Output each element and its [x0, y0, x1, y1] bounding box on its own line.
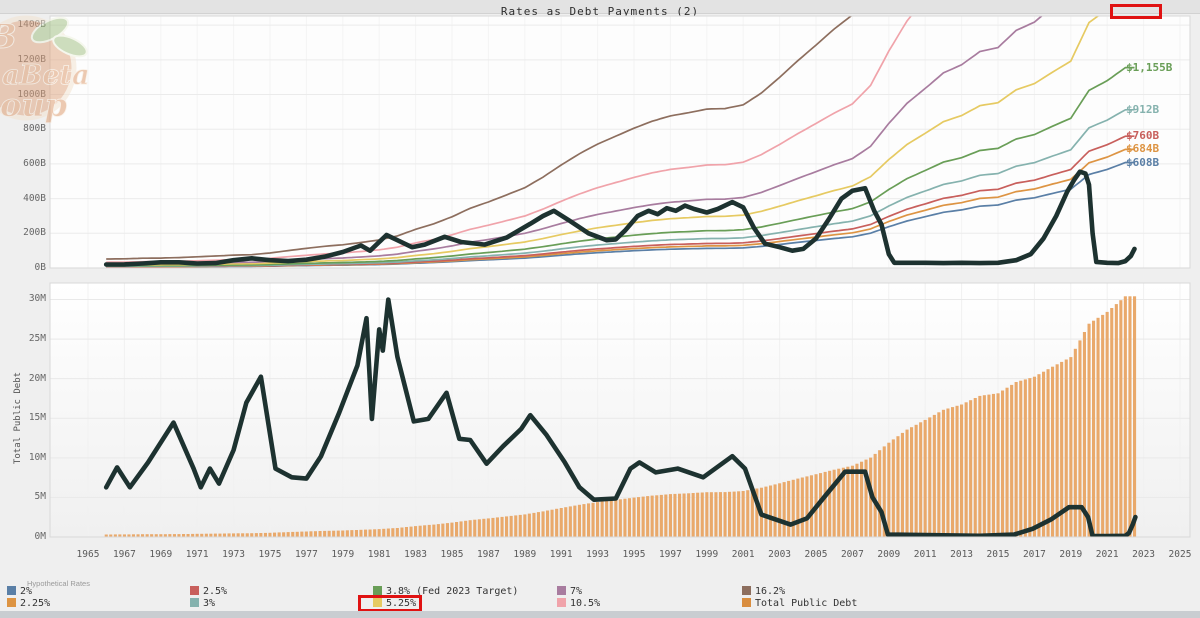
x-tick-label: 2013: [950, 549, 974, 560]
legend-label: 2%: [20, 586, 33, 597]
bottom-y-tick-label: 5M: [34, 491, 46, 503]
legend-swatch: [742, 586, 751, 595]
top-y-tick-label: 800B: [23, 123, 46, 135]
series-end-label: $1,155B: [1126, 60, 1173, 74]
series-end-label: $760B: [1126, 129, 1160, 143]
series-end-label: $608B: [1126, 155, 1160, 169]
x-tick-label: 2009: [877, 549, 901, 560]
bottom-y-axis-title: Total Public Debt: [13, 371, 23, 465]
top-y-tick-label: 200B: [23, 227, 46, 239]
legend-item-16.2-: 16.2%: [742, 586, 785, 597]
rate-line-10.5: [106, 16, 913, 264]
x-tick-label: 2021: [1095, 549, 1119, 560]
legend-item-2-: 2%: [7, 586, 32, 597]
x-tick-label: 1973: [222, 549, 246, 560]
legend-swatch: [190, 598, 199, 607]
bottom-y-tick-label: 10M: [28, 451, 46, 463]
top-y-tick-label: 0B: [34, 262, 46, 273]
top-y-tick-label: 600B: [23, 157, 46, 169]
x-tick-label: 1987: [476, 549, 500, 560]
series-end-label: $684B: [1126, 142, 1160, 156]
bottom-black-line: [103, 297, 1138, 537]
x-tick-label: 1993: [586, 549, 610, 560]
legend-item-5.25-: 5.25%: [373, 598, 416, 609]
x-tick-label: 2007: [840, 549, 864, 560]
chart-title: Rates as Debt Payments (2): [500, 5, 700, 18]
top-y-tick-label: 1200B: [17, 53, 46, 65]
legend-label: 3%: [203, 598, 216, 609]
x-tick-label: 1991: [549, 549, 573, 560]
series-end-label: $912B: [1126, 102, 1160, 116]
x-tick-label: 2003: [768, 549, 792, 560]
bottom-y-tick-label: 30M: [28, 293, 46, 305]
legend-label: 3.8% (Fed 2023 Target): [386, 586, 519, 597]
x-tick-label: 1999: [695, 549, 719, 560]
x-tick-label: 2019: [1059, 549, 1083, 560]
x-tick-label: 1975: [258, 549, 282, 560]
x-tick-label: 1995: [622, 549, 646, 560]
annotation-box-legend-525: [358, 595, 422, 612]
legend-item-2.5-: 2.5%: [190, 586, 227, 597]
top-y-tick-label: 1000B: [17, 88, 46, 100]
total-public-debt-bars: [104, 296, 1137, 537]
x-tick-label: 2015: [986, 549, 1010, 560]
legend-label: 7%: [570, 586, 583, 597]
legend-label: Total Public Debt: [755, 598, 858, 609]
legend-item-10.5-: 10.5%: [557, 598, 600, 609]
bottom-strip: [0, 611, 1200, 618]
x-tick-label: 1969: [149, 549, 173, 560]
x-tick-label: 1983: [404, 549, 428, 560]
x-tick-label: 1977: [294, 549, 318, 560]
rate-line-16.2: [106, 16, 853, 260]
x-tick-label: 1985: [440, 549, 464, 560]
legend-label: 5.25%: [386, 598, 417, 609]
x-tick-label: 1997: [658, 549, 682, 560]
x-tick-label: 1971: [185, 549, 209, 560]
legend-label: 10.5%: [570, 598, 601, 609]
legend-header: Hypothetical Rates: [27, 579, 90, 588]
legend-swatch: [373, 598, 382, 607]
x-tick-label: 1981: [367, 549, 391, 560]
x-tick-label: 2025: [1168, 549, 1192, 560]
annotation-box-top-right: [1110, 4, 1162, 19]
x-tick-label: 1967: [112, 549, 136, 560]
legend-swatch: [7, 586, 16, 595]
legend-swatch: [742, 598, 751, 607]
x-tick-label: 2023: [1132, 549, 1156, 560]
legend-item-7-: 7%: [557, 586, 582, 597]
legend-swatch: [373, 586, 382, 595]
top-y-tick-label: 400B: [23, 192, 46, 204]
x-tick-label: 2017: [1022, 549, 1046, 560]
bottom-y-tick-label: 25M: [28, 333, 46, 345]
x-tick-label: 1989: [513, 549, 537, 560]
legend-item-2.25-: 2.25%: [7, 598, 50, 609]
legend-label: 2.25%: [20, 598, 51, 609]
legend-label: 16.2%: [755, 586, 786, 597]
top-y-tick-label: 1400B: [17, 19, 46, 31]
legend-swatch: [557, 586, 566, 595]
legend-item-total-public-debt: Total Public Debt: [742, 598, 857, 609]
bottom-y-tick-label: 0M: [34, 531, 46, 542]
legend-swatch: [190, 586, 199, 595]
legend-label: 2.5%: [203, 586, 228, 597]
bottom-y-tick-label: 15M: [28, 412, 46, 424]
chart-title-bar: Rates as Debt Payments (2): [0, 0, 1200, 18]
x-tick-label: 1979: [331, 549, 355, 560]
x-tick-label: 1965: [76, 549, 100, 560]
x-tick-label: 2011: [913, 549, 937, 560]
top-black-line: [103, 169, 1137, 267]
x-tick-label: 2001: [731, 549, 755, 560]
legend-item-3-: 3%: [190, 598, 215, 609]
legend-swatch: [557, 598, 566, 607]
legend-item-3.8-fed-2023-target-: 3.8% (Fed 2023 Target): [373, 586, 518, 597]
x-tick-label: 2005: [804, 549, 828, 560]
legend-swatch: [7, 598, 16, 607]
bottom-y-tick-label: 20M: [28, 372, 46, 384]
